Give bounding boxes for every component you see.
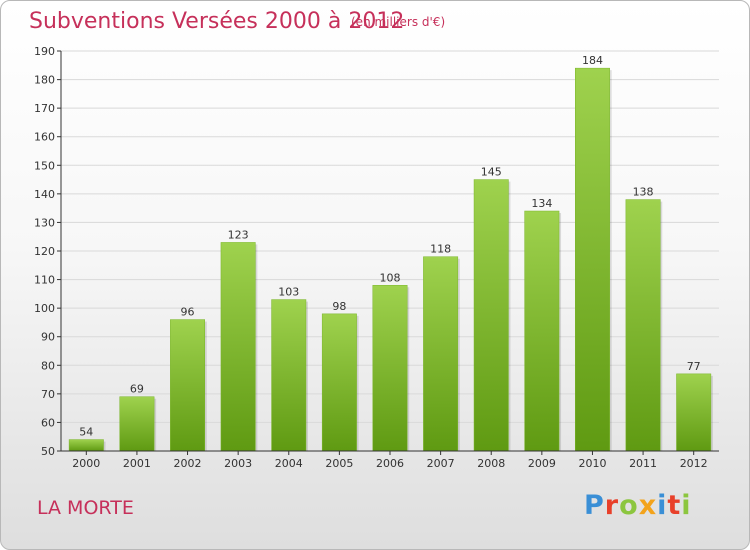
y-tick-label: 50 xyxy=(41,445,55,458)
x-tick-label: 2011 xyxy=(629,457,657,470)
commune-name: LA MORTE xyxy=(37,497,134,519)
x-tick-label: 2012 xyxy=(680,457,708,470)
logo-letter: o xyxy=(619,490,639,521)
bar-value-label: 103 xyxy=(278,286,299,299)
bar-value-label: 123 xyxy=(228,228,249,241)
bar-value-label: 69 xyxy=(130,383,144,396)
y-tick-label: 140 xyxy=(34,188,55,201)
bar-value-label: 98 xyxy=(332,300,346,313)
y-tick-label: 160 xyxy=(34,131,55,144)
y-tick-label: 60 xyxy=(41,416,55,429)
logo-letter: t xyxy=(667,490,682,521)
x-tick-label: 2007 xyxy=(427,457,455,470)
x-tick-label: 2000 xyxy=(72,457,100,470)
bar-2002 xyxy=(170,319,205,452)
bar-2003 xyxy=(220,242,256,452)
y-tick-label: 150 xyxy=(34,159,55,172)
y-tick-label: 180 xyxy=(34,74,55,87)
bar-2012 xyxy=(676,373,712,452)
y-tick-label: 130 xyxy=(34,216,55,229)
y-tick-label: 90 xyxy=(41,331,55,344)
bar-value-label: 77 xyxy=(687,360,701,373)
bar-2008 xyxy=(473,179,509,452)
bar-2005 xyxy=(321,313,357,452)
bar-2011 xyxy=(625,199,661,452)
y-tick-label: 100 xyxy=(34,302,55,315)
logo-letter: i xyxy=(657,490,668,521)
logo-letter: r xyxy=(604,490,620,521)
y-tick-label: 70 xyxy=(41,388,55,401)
logo-letter: x xyxy=(638,490,658,521)
bar-2007 xyxy=(423,256,459,452)
chart-title: Subventions Versées 2000 à 2012 xyxy=(29,9,405,34)
x-tick-label: 2004 xyxy=(275,457,303,470)
chart-subtitle: (en milliers d'€) xyxy=(351,15,446,29)
bar-value-label: 184 xyxy=(582,54,603,67)
x-tick-label: 2003 xyxy=(224,457,252,470)
logo-letter: i xyxy=(681,490,692,521)
bar-value-label: 108 xyxy=(380,271,401,284)
y-tick-label: 80 xyxy=(41,359,55,372)
bars: 54 69 96 123 103 98 108 118 145 134 184 138 77 xyxy=(68,54,713,452)
bar-2000 xyxy=(68,439,104,452)
bar-2006 xyxy=(372,285,408,452)
x-tick-label: 2010 xyxy=(578,457,606,470)
bar-value-label: 134 xyxy=(531,197,552,210)
bar-2004 xyxy=(271,299,307,452)
y-tick-label: 170 xyxy=(34,102,55,115)
bar-value-label: 145 xyxy=(481,166,502,179)
bar-2001 xyxy=(119,396,155,452)
proxiti-logo[interactable]: Proxiti xyxy=(584,490,692,521)
axes: 50 60 70 80 90 100 110 120 130 140 150 160 170 180 190… xyxy=(34,45,719,470)
bar-value-label: 54 xyxy=(79,426,93,439)
x-tick-label: 2002 xyxy=(174,457,202,470)
bar-2009 xyxy=(524,210,560,452)
y-tick-label: 190 xyxy=(34,45,55,58)
logo-letter: P xyxy=(584,490,605,521)
y-tick-label: 120 xyxy=(34,245,55,258)
x-tick-label: 2001 xyxy=(123,457,151,470)
x-tick-label: 2005 xyxy=(325,457,353,470)
bar-2010 xyxy=(575,67,610,452)
x-tick-label: 2008 xyxy=(477,457,505,470)
bar-value-label: 138 xyxy=(633,186,654,199)
bar-value-label: 96 xyxy=(181,306,195,319)
x-tick-label: 2006 xyxy=(376,457,404,470)
bar-value-label: 118 xyxy=(430,243,451,256)
y-tick-label: 110 xyxy=(34,274,55,287)
x-tick-label: 2009 xyxy=(528,457,556,470)
